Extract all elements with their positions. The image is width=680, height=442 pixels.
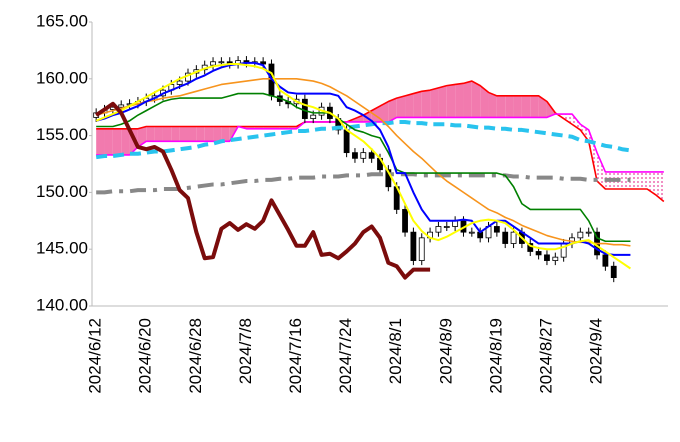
cloud-segment <box>221 126 230 142</box>
cloud-segment <box>563 114 572 125</box>
y-tick-label: 150.00 <box>36 182 88 201</box>
senkou-a-line <box>96 80 665 203</box>
candle-body <box>418 237 425 261</box>
cloud-segment <box>154 126 163 142</box>
cloud-segment <box>538 95 547 118</box>
cloud-segment <box>421 90 431 118</box>
candle-body <box>468 231 475 234</box>
candle-body <box>602 254 609 267</box>
cloud-segment <box>179 126 188 142</box>
candle-body <box>310 114 317 119</box>
x-tick-label: 2024/8/9 <box>436 318 455 384</box>
cloud-segment <box>622 171 631 189</box>
cloud-segment <box>505 95 514 118</box>
senkou-b-line <box>96 113 664 173</box>
cloud-segment <box>162 126 172 142</box>
candle-body <box>218 61 225 64</box>
candle-body <box>535 251 542 256</box>
candle-body <box>410 231 417 261</box>
candle-body <box>301 98 308 119</box>
cloud-segment <box>396 95 406 118</box>
x-tick-label: 2024/7/8 <box>236 318 255 384</box>
cloud-segment <box>213 126 222 142</box>
indicator-line <box>95 119 631 160</box>
y-tick-label: 145.00 <box>36 239 88 258</box>
y-tick-label: 160.00 <box>36 68 88 87</box>
cloud-segment <box>196 126 205 142</box>
cloud-segment <box>146 126 155 142</box>
candle-body <box>360 152 367 159</box>
x-tick-label: 2024/8/27 <box>536 318 555 394</box>
candle-body <box>435 226 442 233</box>
candle-body <box>260 61 267 65</box>
indicator-line <box>95 78 631 247</box>
x-tick-label: 2024/7/16 <box>286 318 305 394</box>
cloud-segment <box>96 128 105 155</box>
candle-body <box>343 129 350 154</box>
cloud-segment <box>655 171 664 202</box>
candle-body <box>443 226 450 228</box>
cloud-segment <box>530 95 539 118</box>
cloud-segment <box>630 171 639 189</box>
x-tick-label: 2024/7/24 <box>336 318 355 394</box>
candle-body <box>577 231 584 239</box>
cloud-segment <box>171 126 180 142</box>
cloud-segment <box>463 81 472 118</box>
cloud-segment <box>380 101 389 122</box>
indicator-line <box>96 92 631 243</box>
indicator-line <box>96 172 631 195</box>
cloud-segment <box>572 114 581 130</box>
candle-body <box>352 152 358 159</box>
candle-body <box>552 256 559 261</box>
candle-body <box>210 61 216 66</box>
candle-body <box>610 265 617 278</box>
cloud-segment <box>455 83 464 118</box>
x-tick-label: 2024/6/28 <box>186 318 205 394</box>
y-tick-label: 140.00 <box>36 295 88 314</box>
x-tick-label: 2024/9/4 <box>587 318 606 384</box>
y-tick-label: 155.00 <box>36 125 88 144</box>
candle-body <box>118 104 125 108</box>
x-tick-label: 2024/8/1 <box>386 318 405 384</box>
indicator-line <box>95 61 631 256</box>
cloud-segment <box>597 152 606 189</box>
cloud-segment <box>413 91 422 118</box>
candle-body <box>176 80 183 85</box>
cloud-segment <box>471 81 481 118</box>
cloud-segment <box>647 171 656 195</box>
candle-body <box>493 226 500 233</box>
cloud-segment <box>388 98 397 122</box>
cloud-segment <box>513 95 522 118</box>
candle-body <box>368 152 375 159</box>
cloud-segment <box>405 93 414 118</box>
cloud-segment <box>488 92 497 118</box>
cloud-segment <box>112 128 122 155</box>
cloud-segment <box>204 126 214 142</box>
candle-body <box>585 231 592 234</box>
cloud-segment <box>121 128 130 155</box>
candle-body <box>402 209 408 233</box>
candle-body <box>502 231 509 244</box>
cloud-segment <box>104 128 113 155</box>
x-tick-label: 2024/6/12 <box>86 318 105 394</box>
cloud-segment <box>480 85 489 118</box>
indicator-line <box>95 101 431 280</box>
cloud-segment <box>438 85 447 118</box>
y-tick-label: 165.00 <box>36 11 88 30</box>
cloud-segment <box>446 84 456 118</box>
cloud-segment <box>188 126 197 142</box>
cloud-segment <box>430 87 439 118</box>
cloud-segment <box>638 171 648 189</box>
candle-body <box>544 254 550 261</box>
x-tick-label: 2024/6/20 <box>136 318 155 394</box>
candle-body <box>510 231 517 244</box>
cloud-segment <box>496 95 506 118</box>
x-tick-label: 2024/8/19 <box>486 318 505 394</box>
cloud-segment <box>521 95 531 118</box>
indicator-line <box>95 63 631 270</box>
